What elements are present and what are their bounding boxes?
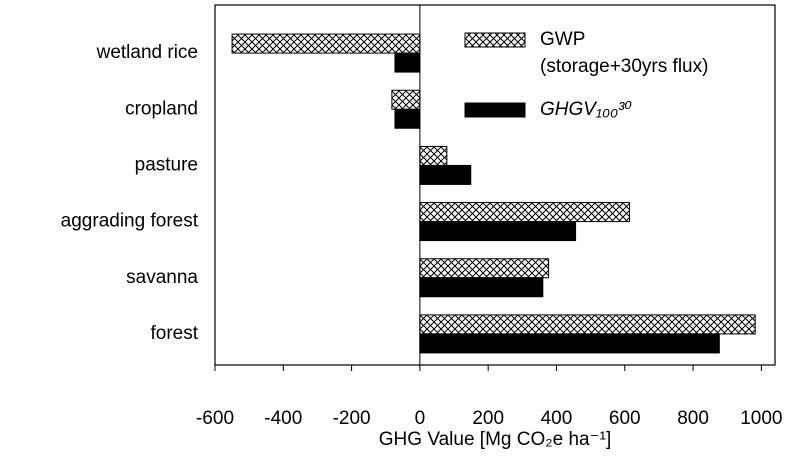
x-tick-label: 0 (415, 408, 426, 429)
bar (419, 145, 448, 166)
x-tick-label: -400 (264, 408, 302, 429)
legend-swatch (464, 102, 526, 118)
bar (419, 277, 544, 298)
y-tick-label: aggrading forest (61, 211, 199, 232)
bar (394, 108, 421, 129)
y-tick-label: cropland (125, 98, 198, 119)
bar (419, 221, 577, 242)
bar (419, 314, 756, 335)
bar (231, 33, 421, 54)
plot-frame (214, 4, 776, 366)
bar (394, 52, 421, 73)
legend-swatch (464, 32, 526, 48)
bar (419, 333, 720, 354)
x-tick-label: 800 (677, 408, 709, 429)
y-tick-label: forest (150, 323, 198, 344)
x-axis-label: GHG Value [Mg CO₂e ha⁻¹] (379, 429, 611, 450)
legend-label: GWP (storage+30yrs flux) (540, 29, 708, 77)
bar (419, 258, 550, 279)
y-tick-label: savanna (126, 267, 198, 288)
x-tick-label: 600 (609, 408, 641, 429)
bar (391, 89, 421, 110)
x-tick-label: -600 (196, 408, 234, 429)
x-tick-label: 400 (541, 408, 573, 429)
legend-label: GHGV₁₀₀³⁰ (540, 99, 632, 120)
x-tick-label: 200 (472, 408, 504, 429)
x-tick-label: 1000 (740, 408, 782, 429)
y-tick-label: pasture (135, 154, 198, 175)
y-tick-label: wetland rice (96, 42, 198, 63)
bar (419, 164, 472, 185)
x-tick-label: -200 (333, 408, 371, 429)
bar (419, 202, 631, 223)
